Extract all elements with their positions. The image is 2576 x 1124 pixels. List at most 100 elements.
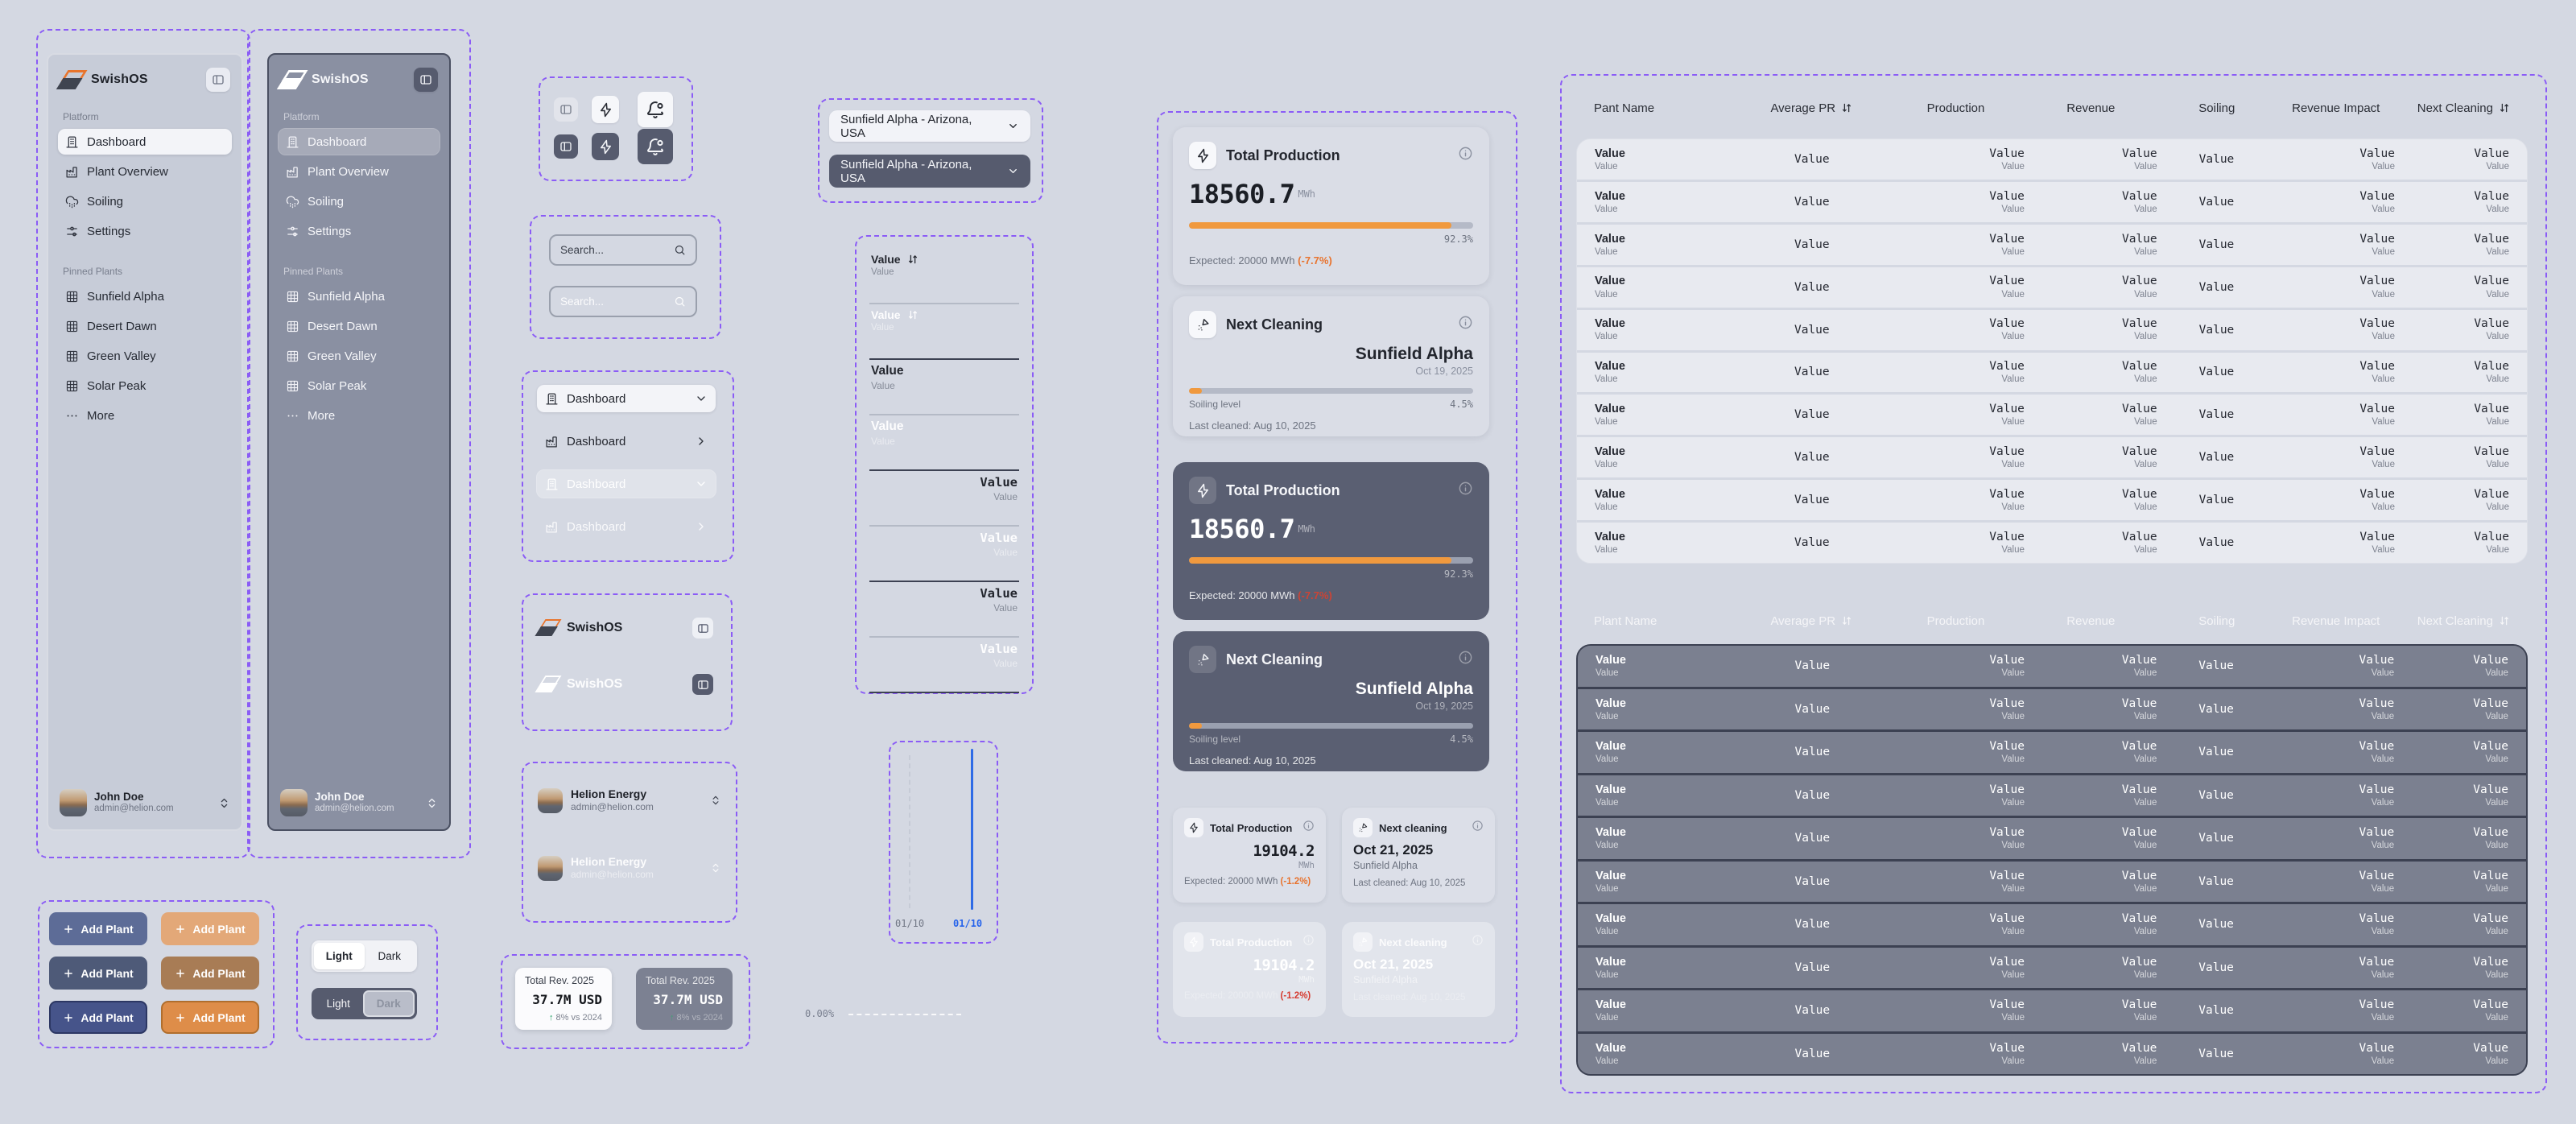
menu-item-dashboard[interactable]: Dashboard	[537, 385, 716, 412]
quick-action-button[interactable]	[592, 96, 619, 123]
sidebar-collapse-button[interactable]	[692, 618, 713, 638]
sidebar-item-green-valley[interactable]: Green Valley	[279, 343, 440, 369]
table-row[interactable]: Value Value Value Value Value Value Value Value…	[1578, 947, 2526, 990]
gridline-active[interactable]	[971, 749, 973, 910]
cell-secondary-text: Value	[2001, 668, 2025, 679]
column-header-next-cleaning[interactable]: Next Cleaning	[2417, 101, 2510, 115]
table-row[interactable]: Value Value Value Value Value Value Value Value…	[1577, 480, 2527, 523]
sidebar-toggle-button[interactable]	[554, 97, 578, 122]
sidebar-item-desert-dawn[interactable]: Desert Dawn	[58, 313, 232, 339]
table-row[interactable]: Value Value Value Value Value Value Value Value…	[1577, 309, 2527, 353]
add-plant-button[interactable]: Add Plant	[49, 1001, 147, 1034]
user-menu[interactable]: John Doe admin@helion.com	[279, 786, 440, 820]
sidebar-collapse-button[interactable]	[692, 674, 713, 695]
theme-toggle-light[interactable]: Light Dark	[312, 940, 417, 972]
table-row[interactable]: Value Value Value Value Value Value Value Value…	[1577, 437, 2527, 481]
sidebar-item-soiling[interactable]: Soiling	[58, 188, 232, 214]
add-plant-button[interactable]: Add Plant	[49, 957, 147, 990]
sidebar-item-soiling[interactable]: Soiling	[279, 188, 440, 214]
table-row[interactable]: Value Value Value Value Value Value Value Value…	[1578, 732, 2526, 775]
add-plant-button[interactable]: Add Plant	[161, 912, 259, 945]
info-icon[interactable]	[1472, 820, 1484, 836]
table-cell: Value	[2157, 788, 2275, 803]
info-icon[interactable]	[1458, 481, 1473, 500]
cell-secondary-text: Value	[2372, 204, 2395, 214]
logo-bottom-shape	[535, 626, 558, 637]
table-row[interactable]: Value Value Value Value Value Value Value Value…	[1577, 181, 2527, 225]
sidebar-item-more[interactable]: More	[279, 403, 440, 428]
table-row[interactable]: Value Value Value Value Value Value Value Value…	[1578, 818, 2526, 862]
sidebar-collapse-button[interactable]	[414, 68, 438, 92]
sidebar-collapse-button[interactable]	[206, 68, 230, 92]
cell-secondary-text: Value	[2001, 204, 2025, 214]
add-plant-button[interactable]: Add Plant	[161, 1001, 259, 1034]
sidebar-item-solar-peak[interactable]: Solar Peak	[279, 373, 440, 399]
info-icon[interactable]	[1302, 820, 1315, 836]
info-icon[interactable]	[1458, 315, 1473, 334]
table-row[interactable]: Value Value Value Value Value Value Value Value…	[1577, 395, 2527, 438]
table-cell: Value Value	[2395, 316, 2509, 343]
table-row[interactable]: Value Value Value Value Value Value Value Value…	[1578, 775, 2526, 818]
add-plant-button[interactable]: Add Plant	[49, 912, 147, 945]
toggle-option-light[interactable]: Light	[326, 998, 350, 1010]
plant-select-light[interactable]: Sunfield Alpha - Arizona, USA	[829, 110, 1030, 142]
table-row[interactable]: Value Value Value Value Value Value Value Value…	[1577, 267, 2527, 310]
table-row[interactable]: Value Value Value Value Value Value Value Value…	[1577, 352, 2527, 395]
search-input[interactable]: Search...	[549, 234, 697, 266]
sidebar-item-dashboard[interactable]: Dashboard	[58, 129, 232, 155]
info-icon[interactable]	[1472, 934, 1484, 950]
search-input[interactable]: Search...	[549, 286, 697, 317]
column-header-average-pr[interactable]: Average PR	[1770, 614, 1852, 628]
add-plant-button[interactable]: Add Plant	[161, 957, 259, 990]
table-row[interactable]: Value Value Value Value Value Value Value Value…	[1578, 646, 2526, 689]
sidebar-item-desert-dawn[interactable]: Desert Dawn	[279, 313, 440, 339]
table-cell: Value Value	[2025, 998, 2157, 1024]
sidebar-item-settings[interactable]: Settings	[58, 218, 232, 244]
user-menu[interactable]: John Doe admin@helion.com	[58, 786, 232, 820]
notifications-button[interactable]	[638, 92, 673, 127]
info-icon[interactable]	[1458, 650, 1473, 669]
org-switcher[interactable]: Helion Energy admin@helion.com	[538, 783, 721, 818]
cell-primary-text: Value	[1989, 826, 2025, 839]
chevrons-up-down-icon	[710, 862, 721, 874]
sidebar-item-settings[interactable]: Settings	[279, 218, 440, 244]
theme-toggle-dark[interactable]: Light Dark	[312, 988, 417, 1019]
table-row[interactable]: Value Value Value Value Value Value Value Value…	[1577, 224, 2527, 267]
cell-secondary-text: Value	[2001, 883, 2025, 894]
sidebar-toggle-button[interactable]	[554, 134, 578, 159]
cell-primary-text: Value	[2198, 408, 2235, 422]
table-row[interactable]: Value Value Value Value Value Value Value Value…	[1578, 688, 2526, 732]
table-row[interactable]: Value Value Value Value Value Value Value Value…	[1578, 1033, 2526, 1074]
column-header-next-cleaning[interactable]: Next Cleaning	[2417, 614, 2510, 628]
sidebar-item-solar-peak[interactable]: Solar Peak	[58, 373, 232, 399]
sidebar-item-sunfield-alpha[interactable]: Sunfield Alpha	[58, 283, 232, 309]
info-icon[interactable]	[1458, 146, 1473, 165]
table-row[interactable]: Value Value Value Value Value Value Value Value…	[1578, 861, 2526, 904]
toggle-option-dark[interactable]: Dark	[362, 990, 415, 1017]
menu-item-dashboard[interactable]: Dashboard	[536, 469, 716, 498]
sidebar-item-sunfield-alpha[interactable]: Sunfield Alpha	[279, 283, 440, 309]
toggle-option-light[interactable]: Light	[314, 943, 365, 969]
quick-action-button[interactable]	[592, 133, 619, 160]
sidebar-item-more[interactable]: More	[58, 403, 232, 428]
toggle-option-dark[interactable]: Dark	[378, 950, 401, 962]
org-switcher[interactable]: Helion Energy admin@helion.com	[538, 850, 721, 886]
info-icon[interactable]	[1302, 934, 1315, 950]
info-icon	[1302, 820, 1315, 832]
plant-select-dark[interactable]: Sunfield Alpha - Arizona, USA	[829, 155, 1030, 188]
menu-item-dashboard[interactable]: Dashboard	[537, 428, 716, 455]
cell-secondary-text: Value	[2001, 374, 2025, 385]
column-header-average-pr[interactable]: Average PR	[1770, 101, 1852, 115]
cell-secondary-text: Value	[2486, 417, 2509, 428]
menu-item-dashboard[interactable]: Dashboard	[537, 513, 716, 540]
sidebar-item-dashboard[interactable]: Dashboard	[278, 128, 440, 155]
notifications-button[interactable]	[638, 129, 673, 164]
cell-primary-text: Value	[1794, 874, 1831, 888]
table-row[interactable]: Value Value Value Value Value Value Value Value…	[1578, 990, 2526, 1034]
sidebar-item-green-valley[interactable]: Green Valley	[58, 343, 232, 369]
table-row[interactable]: Value Value Value Value Value Value Value Value…	[1577, 139, 2527, 182]
sidebar-item-plant-overview[interactable]: Plant Overview	[58, 159, 232, 184]
table-row[interactable]: Value Value Value Value Value Value Value Value…	[1577, 523, 2527, 563]
table-row[interactable]: Value Value Value Value Value Value Value Value…	[1578, 904, 2526, 948]
sidebar-item-plant-overview[interactable]: Plant Overview	[279, 159, 440, 184]
